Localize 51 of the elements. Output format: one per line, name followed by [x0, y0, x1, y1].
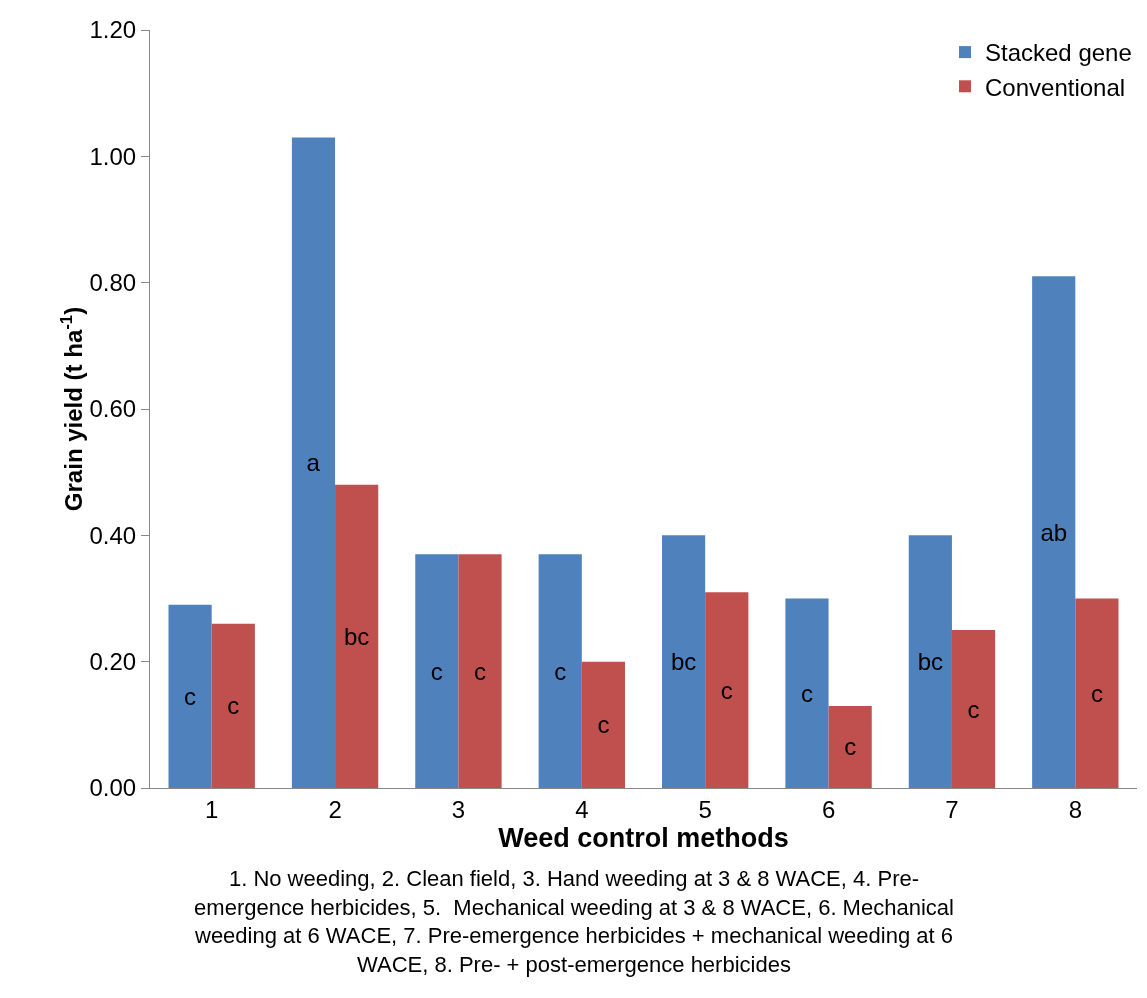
bar: [951, 630, 996, 788]
x-tick-label: 4: [575, 795, 589, 823]
data-label: c: [967, 695, 980, 723]
bar: [581, 661, 625, 788]
text: 1. No weeding, 2. Clean field, 3. Hand weeding at 3 & 8 WACE, 4. Pre- emergence herbicides, 5. Mechanical weeding at 3 & 8 WACE, 6. Mechanical weeding at 6 WACE, 7. Pre-emergence herbicides + mechanical weeding at 6 WACE, 8. Pre- + post-emergence herbicides: [194, 866, 954, 977]
x-tick-label: 8: [1068, 795, 1082, 823]
y-tick-label: 0.00: [89, 774, 137, 802]
bar: [211, 623, 255, 788]
bar: [458, 554, 502, 788]
bar: [415, 554, 459, 788]
bar: [538, 554, 582, 788]
data-label: c: [554, 657, 567, 685]
x-tick-label: 5: [698, 795, 712, 823]
y-tick-label: 0.60: [89, 395, 137, 423]
data-label: c: [184, 682, 197, 710]
data-label: bc: [343, 622, 370, 650]
y-tick-label: 1.20: [89, 16, 137, 44]
x-tick-label: 6: [821, 795, 836, 823]
y-tick-label: 0.40: [89, 521, 137, 549]
x-tick-label: 7: [945, 795, 959, 823]
legend-label: Stacked gene: [985, 39, 1132, 67]
bar: [291, 137, 336, 788]
bar: [1075, 598, 1119, 788]
bar: [1032, 276, 1076, 788]
x-tick-label: 3: [451, 795, 466, 823]
data-label: a: [306, 449, 321, 477]
y-tick-label: 1.00: [89, 142, 137, 170]
data-label: c: [474, 657, 487, 685]
data-label: c: [1090, 679, 1103, 707]
data-label: c: [430, 657, 443, 685]
bar: [705, 592, 749, 788]
bar: [168, 604, 212, 788]
y-tick-label: 0.80: [89, 269, 137, 297]
data-label: c: [597, 711, 610, 739]
data-label: c: [227, 692, 240, 720]
bar: [908, 535, 952, 788]
data-label: c: [800, 679, 813, 707]
y-tick-label: 0.20: [89, 648, 137, 676]
bar: [785, 598, 829, 788]
data-label: c: [720, 676, 733, 704]
legend-label: Conventional: [985, 73, 1126, 101]
bar: [335, 484, 379, 788]
bar: [828, 705, 872, 788]
data-label: bc: [670, 648, 697, 676]
bar: [662, 535, 706, 788]
x-tick-label: 2: [328, 795, 342, 823]
data-label: ab: [1040, 518, 1068, 546]
x-axis-title: Weed control methods: [498, 822, 789, 853]
data-label: bc: [917, 648, 944, 676]
x-tick-label: 1: [205, 795, 219, 823]
data-label: c: [844, 733, 857, 761]
